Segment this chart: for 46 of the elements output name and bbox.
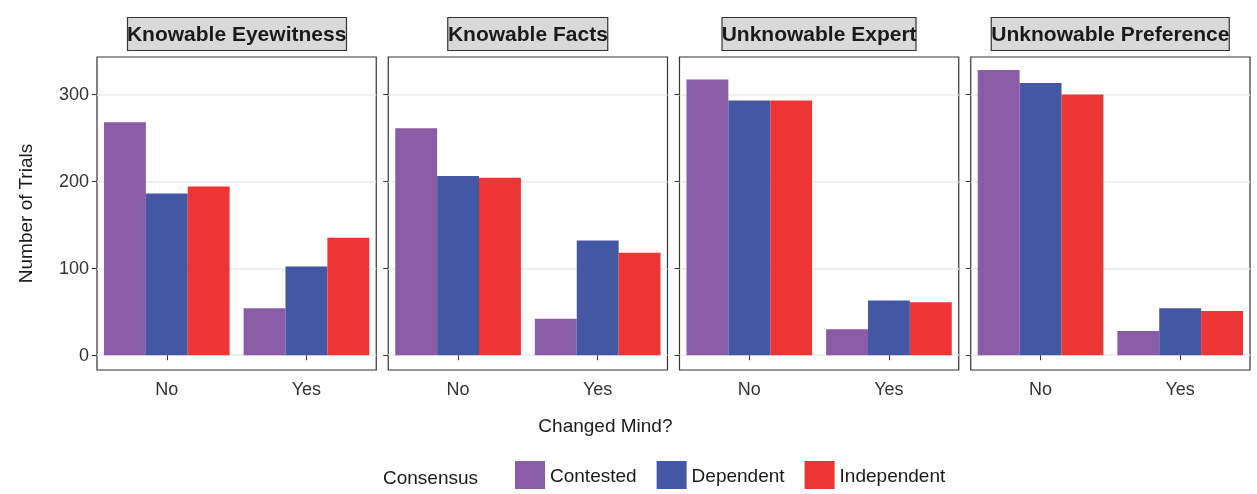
bar: [534, 318, 577, 356]
x-tick-label: Yes: [291, 379, 322, 399]
bar: [576, 240, 619, 356]
bar: [1019, 83, 1062, 356]
bar: [395, 128, 438, 356]
bar: [1061, 94, 1104, 356]
bar: [1201, 310, 1244, 356]
x-tick-label: No: [155, 379, 179, 399]
x-axis-title: Changed Mind?: [538, 415, 673, 436]
x-tick-label: Yes: [1165, 379, 1195, 399]
bar: [479, 177, 521, 356]
bar: [327, 237, 370, 356]
legend-label: Independent: [839, 464, 946, 486]
bar: [187, 186, 230, 356]
bar: [285, 266, 328, 356]
bar: [103, 122, 146, 356]
bar: [1159, 308, 1202, 356]
x-tick-label: No: [1029, 379, 1053, 399]
bar: [977, 70, 1020, 356]
bar: [618, 252, 661, 356]
chart-title: Unknowable Expert: [721, 22, 917, 45]
x-tick-label: Yes: [874, 379, 904, 399]
bar: [867, 300, 910, 356]
bar: [770, 100, 813, 356]
bar: [437, 176, 480, 356]
y-tick-label: 100: [58, 258, 89, 279]
chart-title: Unknowable Preference: [991, 22, 1230, 45]
bar: [243, 308, 286, 356]
legend-label: Contested: [550, 464, 637, 486]
y-tick-label: 200: [58, 171, 89, 192]
bar: [1117, 330, 1160, 356]
legend-label: Dependent: [691, 464, 786, 486]
bar: [728, 100, 771, 356]
legend-title: Consensus: [383, 467, 479, 488]
x-tick-label: No: [446, 379, 470, 399]
chart-title: Knowable Facts: [447, 22, 608, 45]
chart-title: Knowable Eyewitness: [126, 22, 347, 45]
bar: [909, 302, 952, 356]
y-tick-label: 300: [58, 84, 89, 105]
y-tick-label: 0: [78, 345, 89, 366]
bar: [145, 193, 188, 356]
bar: [826, 329, 868, 356]
x-tick-label: No: [737, 379, 761, 399]
y-axis-title: Number of Trials: [15, 143, 36, 284]
x-tick-label: Yes: [583, 379, 613, 399]
bar: [686, 79, 729, 356]
